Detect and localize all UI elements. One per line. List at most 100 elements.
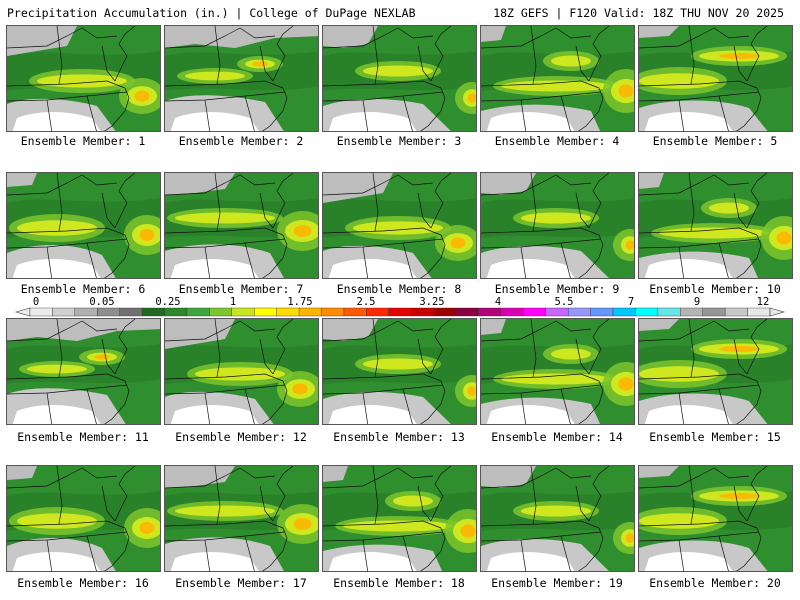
state-boundary [214, 319, 221, 378]
light-precip-area [7, 466, 37, 480]
ensemble-map-svg [165, 26, 318, 131]
state-boundary [420, 380, 446, 424]
ensemble-member-caption: Ensemble Member: 7 [178, 282, 304, 296]
colorbar-segment [590, 307, 614, 317]
dry-area-white [328, 259, 417, 278]
colorbar-tick-label: 1.75 [287, 296, 312, 308]
state-boundary [560, 242, 571, 278]
ensemble-member-caption: Ensemble Member: 19 [491, 576, 623, 590]
colorbar-segment [411, 307, 434, 317]
state-boundary [56, 173, 63, 232]
precip-band-orange [719, 346, 759, 352]
state-boundary [530, 319, 537, 378]
state-boundary [555, 320, 592, 332]
state-boundary [362, 246, 369, 278]
precip-band-orange [139, 522, 155, 534]
ensemble-map-svg [639, 173, 792, 278]
colorbar-segment [164, 307, 188, 317]
precip-band-yellow [501, 373, 611, 385]
state-boundary [639, 384, 760, 395]
state-boundary [520, 246, 527, 278]
colorbar-segment [321, 307, 345, 317]
state-boundary [430, 466, 452, 522]
ensemble-map-14 [480, 318, 635, 425]
state-boundary [86, 242, 97, 278]
colorbar-segment [388, 307, 412, 317]
dry-area-white [12, 112, 101, 131]
state-boundary [430, 319, 452, 375]
state-boundary [578, 234, 604, 278]
ensemble-map-1 [6, 25, 161, 132]
precip-band-yellow [27, 364, 87, 374]
dry-area-white [644, 259, 733, 278]
colorbar-segment [747, 307, 771, 317]
dry-area-white [170, 259, 259, 278]
ensemble-map-7 [164, 172, 319, 279]
precip-band-orange [292, 383, 308, 395]
state-boundary [362, 392, 369, 424]
state-boundary [101, 338, 116, 375]
colorbar-segment [433, 307, 457, 317]
state-boundary [7, 467, 83, 489]
precip-band-orange [252, 61, 268, 67]
ensemble-map-13 [322, 318, 477, 425]
state-boundary [323, 238, 444, 249]
state-boundary [688, 173, 695, 232]
light-precip-area [639, 319, 679, 331]
colorbar-segment [254, 307, 277, 317]
colorbar-segment [702, 307, 726, 317]
ensemble-map-3 [322, 25, 477, 132]
state-boundary [420, 234, 446, 278]
ensemble-map-svg [639, 466, 792, 571]
state-boundary [362, 99, 369, 131]
state-boundary [420, 527, 446, 571]
colorbar-segment [724, 307, 748, 317]
dry-area-white [486, 112, 575, 131]
state-boundary [678, 99, 685, 131]
precip-band-orange [293, 225, 312, 237]
state-boundary [7, 91, 128, 102]
state-boundary [736, 234, 762, 278]
state-boundary [639, 227, 758, 236]
colorbar-tick-label: 0.25 [155, 296, 180, 308]
state-boundary [588, 173, 610, 229]
ensemble-member-caption: Ensemble Member: 8 [336, 282, 462, 296]
precip-band-orange [94, 354, 110, 360]
state-boundary [430, 26, 452, 82]
state-boundary [688, 466, 695, 525]
precip-band-orange [618, 377, 634, 391]
dry-area-white [12, 259, 101, 278]
state-boundary [713, 27, 750, 39]
state-boundary [165, 320, 241, 342]
dry-area-white [12, 405, 101, 424]
ensemble-map-6 [6, 172, 161, 279]
state-boundary [718, 388, 729, 424]
state-boundary [402, 242, 413, 278]
state-boundary [481, 531, 602, 542]
state-boundary [530, 173, 537, 232]
precip-band-yellow [393, 495, 433, 507]
state-boundary [244, 388, 255, 424]
state-boundary [397, 467, 434, 479]
state-boundary [239, 27, 276, 39]
precip-band-yellow [521, 505, 591, 517]
state-boundary [7, 227, 126, 236]
state-boundary [165, 384, 286, 395]
state-boundary [272, 173, 294, 229]
state-boundary [575, 338, 590, 375]
state-boundary [86, 95, 97, 131]
state-boundary [481, 27, 557, 49]
state-boundary [481, 80, 600, 89]
state-boundary [323, 320, 399, 342]
dry-area-white [12, 552, 101, 571]
state-boundary [244, 242, 255, 278]
precip-band-yellow [17, 220, 97, 236]
state-boundary [718, 242, 729, 278]
state-boundary [481, 373, 600, 382]
state-boundary [746, 466, 768, 522]
state-boundary [323, 373, 442, 382]
state-boundary [430, 173, 452, 229]
state-boundary [481, 91, 602, 102]
light-precip-area [323, 173, 393, 203]
state-boundary [481, 238, 602, 249]
